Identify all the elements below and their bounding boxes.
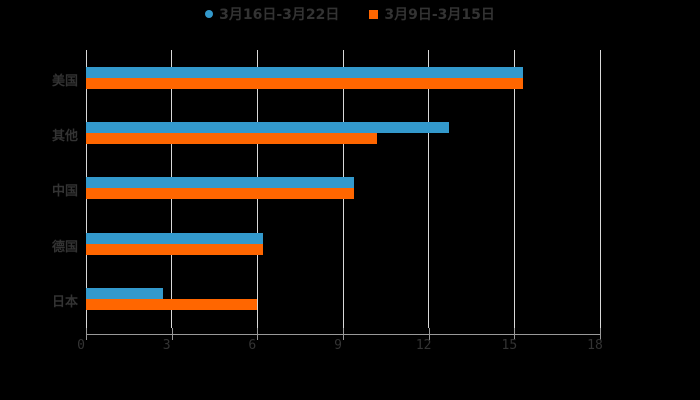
gridline (513, 50, 515, 328)
x-tick (171, 328, 173, 340)
legend-label: 3月16日-3月22日 (219, 7, 340, 23)
bar-week1[interactable] (86, 243, 264, 255)
x-tick (428, 328, 430, 340)
plot-area (86, 50, 601, 328)
x-tick-label: 9 (334, 338, 342, 353)
x-tick (600, 328, 601, 340)
x-tick-label: 12 (415, 338, 432, 353)
legend-label: 3月9日-3月15日 (384, 7, 495, 23)
x-tick (257, 328, 259, 340)
x-tick (343, 328, 344, 340)
chart-legend: 3月16日-3月22日 3月9日-3月15日 (0, 4, 700, 24)
gridline (428, 50, 430, 328)
category-label: 美国 (51, 74, 78, 89)
circle-marker-icon (205, 10, 214, 18)
bar-week2[interactable] (86, 122, 449, 134)
bar-week1[interactable] (86, 78, 523, 89)
category-label: 中国 (51, 184, 78, 200)
category-label: 德国 (51, 239, 78, 255)
category-label: 其他 (51, 129, 78, 145)
x-tick-label: 0 (77, 338, 85, 353)
x-tick-label: 18 (587, 338, 603, 353)
bar-week2[interactable] (86, 177, 355, 189)
x-tick (514, 328, 516, 340)
bar-week2[interactable] (86, 287, 164, 299)
bar-week1[interactable] (86, 133, 378, 145)
x-tick (86, 328, 87, 340)
category-label: 日本 (51, 294, 78, 310)
bar-week2[interactable] (86, 67, 523, 78)
bar-week1[interactable] (86, 188, 355, 200)
x-tick-label: 6 (248, 338, 257, 353)
x-tick-label: 15 (501, 338, 518, 353)
gridline (599, 50, 601, 328)
bar-week2[interactable] (86, 232, 264, 244)
x-tick-label: 3 (162, 338, 171, 353)
square-marker-icon (369, 9, 379, 19)
legend-item-week-1[interactable]: 3月9日-3月15日 (369, 4, 495, 24)
legend-item-week-2[interactable]: 3月16日-3月22日 (205, 4, 339, 24)
bar-week1[interactable] (86, 298, 258, 310)
